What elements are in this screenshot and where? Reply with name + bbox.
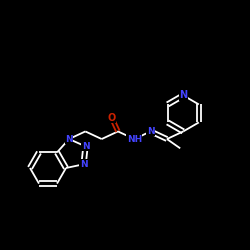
Text: NH: NH [127,134,142,143]
Text: N: N [65,134,73,143]
Text: N: N [179,90,187,101]
Text: N: N [147,127,154,136]
Text: N: N [82,142,89,151]
Text: O: O [108,112,116,122]
Text: N: N [80,160,88,169]
